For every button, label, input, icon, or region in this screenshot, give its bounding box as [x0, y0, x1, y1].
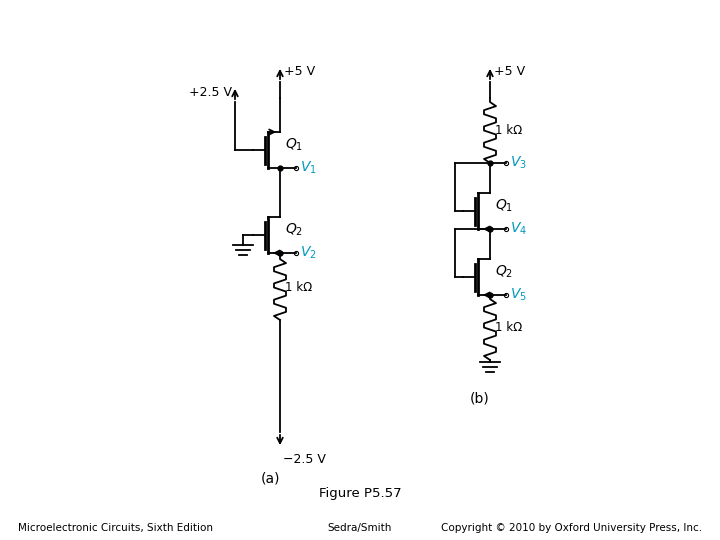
Text: $V_2$: $V_2$ — [300, 245, 317, 261]
Text: Figure P5.57: Figure P5.57 — [319, 487, 401, 500]
Text: $V_3$: $V_3$ — [510, 155, 527, 171]
Text: +2.5 V: +2.5 V — [189, 86, 232, 99]
Text: $V_1$: $V_1$ — [300, 160, 317, 176]
Text: (a): (a) — [260, 471, 280, 485]
Text: $Q_1$: $Q_1$ — [285, 137, 303, 153]
Text: −2.5 V: −2.5 V — [283, 453, 326, 466]
Text: 1 kΩ: 1 kΩ — [495, 124, 522, 137]
Text: (b): (b) — [470, 391, 490, 405]
Text: Copyright © 2010 by Oxford University Press, Inc.: Copyright © 2010 by Oxford University Pr… — [441, 523, 702, 533]
Text: +5 V: +5 V — [284, 65, 315, 78]
Text: $V_5$: $V_5$ — [510, 287, 527, 303]
Text: 1 kΩ: 1 kΩ — [495, 321, 522, 334]
Text: $Q_2$: $Q_2$ — [285, 222, 303, 238]
Text: Microelectronic Circuits, Sixth Edition: Microelectronic Circuits, Sixth Edition — [18, 523, 213, 533]
Text: +5 V: +5 V — [494, 65, 525, 78]
Text: $V_4$: $V_4$ — [510, 221, 527, 237]
Text: 1 kΩ: 1 kΩ — [285, 281, 312, 294]
Text: Sedra/Smith: Sedra/Smith — [328, 523, 392, 533]
Text: $Q_1$: $Q_1$ — [495, 198, 513, 214]
Text: $Q_2$: $Q_2$ — [495, 264, 513, 280]
